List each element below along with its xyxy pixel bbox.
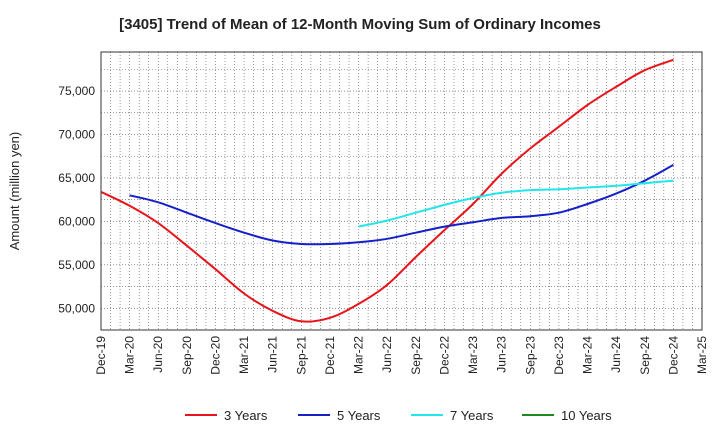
- x-tick-label: Dec-23: [552, 336, 566, 375]
- x-tick-label: Sep-22: [409, 336, 423, 375]
- x-tick-label: Mar-22: [352, 336, 366, 374]
- x-tick-label: Mar-20: [123, 336, 137, 374]
- x-tick-label: Sep-20: [180, 336, 194, 375]
- y-tick-label: 75,000: [58, 84, 95, 98]
- x-tick-label: Dec-22: [437, 336, 451, 375]
- x-tick-label: Jun-20: [151, 336, 165, 373]
- legend: 3 Years 5 Years 7 Years 10 Years: [185, 408, 612, 423]
- x-tick-label: Sep-21: [294, 336, 308, 375]
- x-tick-labels: Dec-19 Mar-20 Jun-20 Sep-20 Dec-20 Mar-21 Jun-…: [94, 336, 709, 375]
- series-line-3-years: [100, 58, 674, 323]
- x-tick-label: Mar-23: [466, 336, 480, 374]
- series-line-7-years: [358, 179, 674, 228]
- x-tick-label: Jun-23: [495, 336, 509, 373]
- x-tick-label: Jun-22: [380, 336, 394, 373]
- y-tick-label: 65,000: [58, 171, 95, 185]
- x-tick-label: Mar-24: [581, 336, 595, 374]
- y-tick-label: 55,000: [58, 258, 95, 272]
- series-line-5-years: [129, 164, 674, 246]
- x-tick-label: Mar-25: [695, 336, 709, 374]
- x-tick-label: Jun-21: [266, 336, 280, 373]
- x-tick-label: Sep-23: [523, 336, 537, 375]
- legend-label-3-years: 3 Years: [224, 408, 268, 423]
- x-tick-label: Dec-20: [208, 336, 222, 375]
- plot-area: [101, 52, 702, 330]
- series-lines: [100, 58, 674, 323]
- x-tick-label: Mar-21: [237, 336, 251, 374]
- x-tick-label: Dec-24: [666, 336, 680, 375]
- plot-frame: [100, 51, 703, 331]
- legend-label-5-years: 5 Years: [337, 408, 381, 423]
- legend-label-10-years: 10 Years: [561, 408, 612, 423]
- x-tick-label: Jun-24: [609, 336, 623, 373]
- y-tick-label: 50,000: [58, 301, 95, 315]
- y-tick-label: 60,000: [58, 214, 95, 228]
- legend-label-7-years: 7 Years: [450, 408, 494, 423]
- chart-title: [3405] Trend of Mean of 12-Month Moving …: [119, 16, 601, 33]
- x-tick-label: Dec-19: [94, 336, 108, 375]
- x-tick-label: Dec-21: [323, 336, 337, 375]
- grid-lines: [101, 52, 702, 330]
- x-tick-label: Sep-24: [638, 336, 652, 375]
- y-axis-title: Amount (million yen): [7, 132, 22, 251]
- y-tick-label: 70,000: [58, 128, 95, 142]
- y-tick-labels: 50,000 55,000 60,000 65,000 70,000 75,000: [58, 84, 95, 315]
